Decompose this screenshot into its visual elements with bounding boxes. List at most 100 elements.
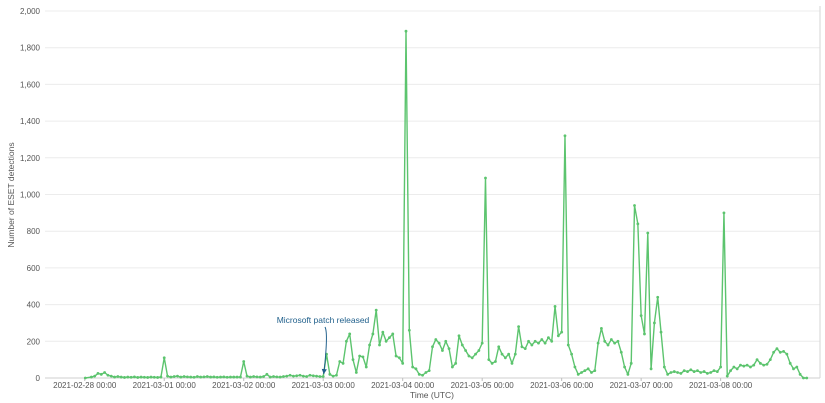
data-point xyxy=(407,328,411,332)
data-point xyxy=(195,375,199,378)
data-point xyxy=(248,375,252,379)
data-point xyxy=(484,176,487,180)
data-point xyxy=(623,365,626,369)
data-point xyxy=(573,365,577,369)
data-point xyxy=(394,354,398,358)
data-point xyxy=(331,374,335,378)
data-point xyxy=(490,361,494,365)
data-point xyxy=(732,365,736,369)
data-point xyxy=(384,339,388,343)
data-point xyxy=(305,375,309,378)
data-point xyxy=(725,374,729,378)
data-point xyxy=(517,325,521,329)
data-point xyxy=(576,372,580,376)
data-point xyxy=(527,339,530,343)
data-point xyxy=(262,375,265,378)
data-point xyxy=(616,339,620,343)
data-point xyxy=(709,371,713,374)
data-point xyxy=(441,349,444,352)
data-point xyxy=(676,371,679,374)
data-point xyxy=(795,365,799,369)
data-point xyxy=(692,370,696,373)
x-tick-label: 2021-02-28 00:00 xyxy=(53,381,117,390)
data-point xyxy=(646,231,650,235)
data-point xyxy=(268,375,272,379)
data-point xyxy=(765,362,769,366)
data-point xyxy=(103,371,107,374)
data-point xyxy=(450,365,454,369)
data-point xyxy=(556,334,560,338)
data-point xyxy=(209,375,213,379)
data-point xyxy=(255,375,259,379)
data-point xyxy=(378,343,381,347)
data-point xyxy=(421,373,424,377)
data-point xyxy=(550,339,554,343)
data-point xyxy=(282,375,285,378)
data-point xyxy=(752,363,756,367)
data-point xyxy=(179,375,183,379)
data-point xyxy=(374,308,378,312)
data-point xyxy=(308,373,312,377)
data-point xyxy=(172,375,176,378)
data-point xyxy=(755,358,759,362)
data-point xyxy=(298,373,302,377)
data-point xyxy=(768,358,772,362)
data-point xyxy=(480,341,484,345)
data-point xyxy=(89,375,93,379)
data-point xyxy=(447,347,451,351)
data-point xyxy=(636,222,640,226)
y-tick-label: 1,800 xyxy=(20,44,41,53)
data-point xyxy=(659,330,663,334)
data-point xyxy=(649,367,653,371)
annotation-label: Microsoft patch released xyxy=(277,315,370,325)
data-point xyxy=(705,372,709,375)
data-point xyxy=(560,330,564,334)
data-point xyxy=(156,376,160,379)
data-point xyxy=(553,305,557,308)
data-point xyxy=(785,352,789,356)
data-point xyxy=(315,374,318,378)
data-point xyxy=(288,373,292,377)
data-point xyxy=(311,374,315,378)
data-point xyxy=(321,375,325,378)
data-point xyxy=(391,332,395,336)
data-point xyxy=(106,373,110,377)
data-point xyxy=(722,211,726,215)
data-point xyxy=(507,352,511,356)
data-point xyxy=(583,369,587,373)
data-point xyxy=(278,375,282,379)
data-point xyxy=(500,352,504,356)
data-point xyxy=(702,370,706,373)
data-point xyxy=(609,338,613,341)
data-point xyxy=(335,373,338,377)
data-point xyxy=(166,374,169,378)
x-tick-label: 2021-03-08 00:00 xyxy=(689,381,753,390)
data-point xyxy=(358,354,362,358)
data-point xyxy=(742,364,746,368)
data-point xyxy=(338,360,342,363)
annotation-arrowhead xyxy=(321,368,327,375)
data-point xyxy=(139,375,143,379)
data-point xyxy=(348,332,352,336)
x-axis-title: Time (UTC) xyxy=(410,390,454,400)
data-point xyxy=(470,356,474,360)
y-tick-label: 1,000 xyxy=(20,191,41,200)
series-layer xyxy=(83,29,809,380)
data-point xyxy=(371,332,375,336)
data-point xyxy=(444,339,448,343)
data-point xyxy=(633,204,636,207)
y-tick-label: 800 xyxy=(27,227,41,236)
data-point xyxy=(152,375,156,379)
data-point xyxy=(629,361,633,365)
data-point xyxy=(712,369,716,373)
data-point xyxy=(513,352,517,356)
y-tick-label: 400 xyxy=(27,301,41,310)
x-tick-label: 2021-03-07 00:00 xyxy=(610,381,674,390)
data-point xyxy=(590,371,593,374)
data-point xyxy=(159,375,163,379)
data-point xyxy=(149,375,153,379)
data-point xyxy=(460,343,464,347)
data-point xyxy=(186,375,189,379)
data-point xyxy=(245,374,249,378)
